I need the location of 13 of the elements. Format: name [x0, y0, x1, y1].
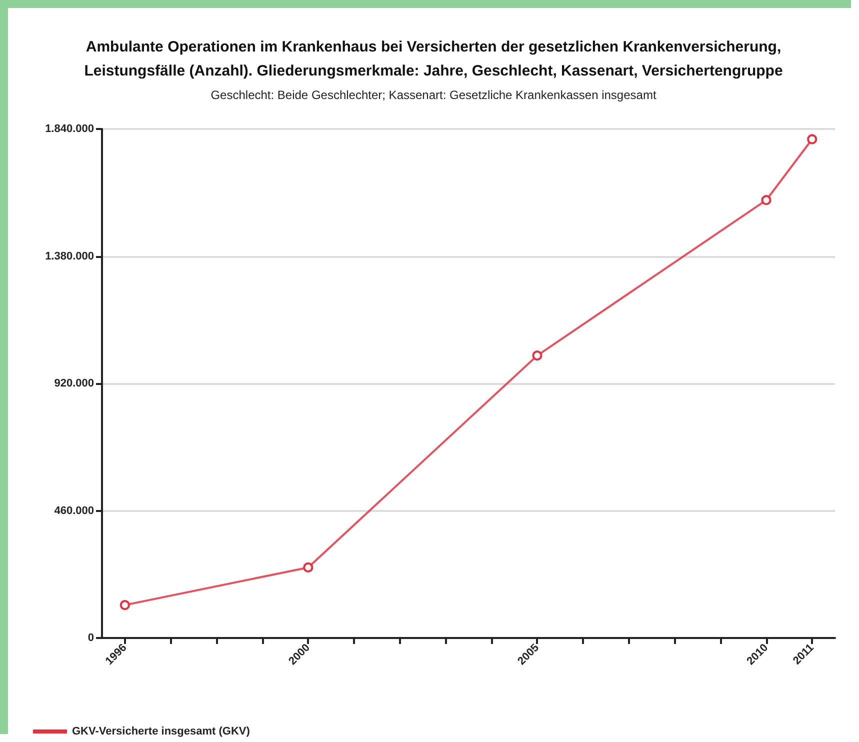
- point: [807, 134, 818, 144]
- y-tick-label: 920.000: [54, 378, 94, 390]
- legend-label: GKV-Versicherte insgesamt (GKV): [72, 726, 250, 738]
- y-tick-label: 460.000: [54, 504, 94, 517]
- y-tick-label: 0: [88, 632, 94, 644]
- y-tick-label: 1.840.000: [45, 123, 94, 135]
- y-tick-label: 1.380.000: [45, 250, 94, 262]
- point: [761, 195, 772, 206]
- chart-title: Ambulante Operationen im Krankenhaus bei Versicherten der gesetzlichen Krankenversicherung, Leistungsfälle (Anzahl). Gliederungsmerkmale: Jahre, Geschlecht, Kassenart, Versichertengruppe: [84, 38, 783, 80]
- point: [303, 562, 314, 572]
- point: [532, 350, 542, 361]
- chart-subtitle: Geschlecht: Beide Geschlechter; Kassenart: Gesetzliche Krankenkassen insgesamt: [210, 88, 657, 102]
- point: [120, 600, 130, 610]
